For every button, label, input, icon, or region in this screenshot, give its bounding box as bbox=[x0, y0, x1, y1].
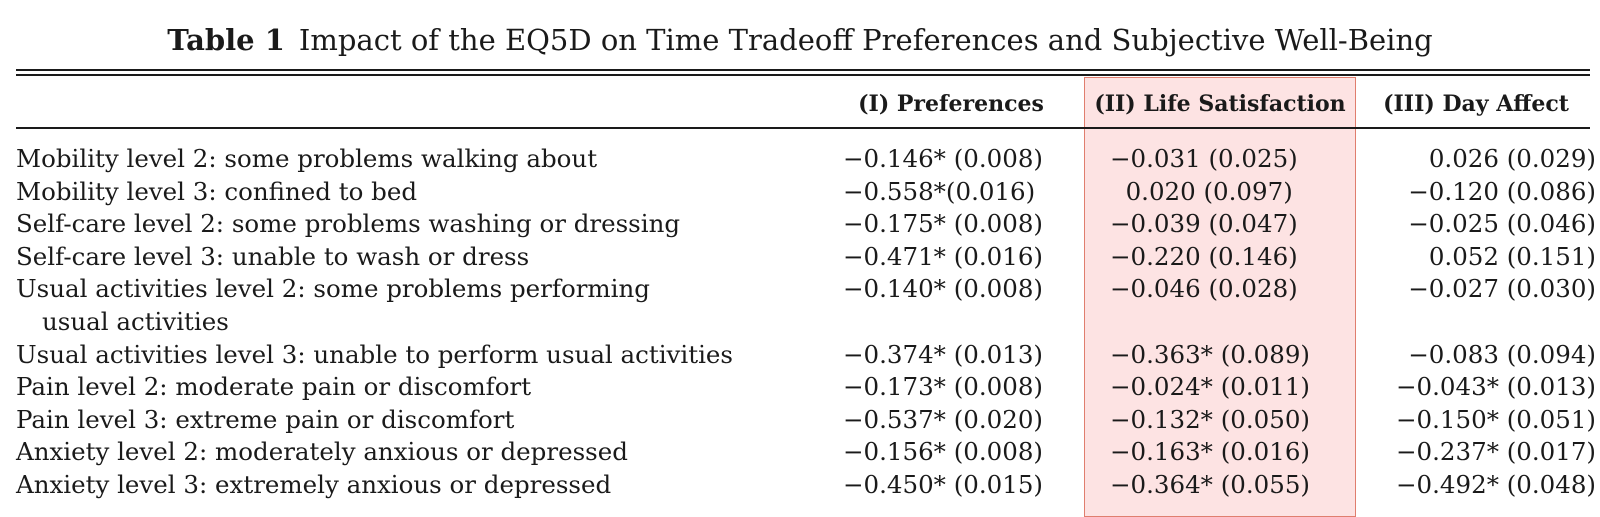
cell-preferences: −0.374* (0.013) bbox=[843, 339, 1043, 369]
table-caption: Impact of the EQ5D on Time Tradeoff Pref… bbox=[298, 23, 1433, 57]
row-label: Self-care level 2: some problems washing… bbox=[16, 209, 681, 239]
row-label: Self-care level 3: unable to wash or dre… bbox=[16, 241, 530, 271]
column-header-preferences: (I) Preferences bbox=[858, 91, 1044, 117]
table-row: Pain level 3: extreme pain or discomfort… bbox=[0, 403, 1600, 436]
row-label: Pain level 3: extreme pain or discomfort bbox=[16, 404, 515, 434]
row-label: Anxiety level 2: moderately anxious or d… bbox=[16, 437, 628, 467]
cell-life-satisfaction: −0.031 (0.025) bbox=[1110, 144, 1298, 173]
cell-life-satisfaction: −0.046 (0.028) bbox=[1110, 274, 1298, 304]
table-number: Table 1 bbox=[167, 23, 285, 57]
row-label: Mobility level 3: confined to bed bbox=[16, 176, 418, 206]
cell-day-affect: −0.025 (0.046) bbox=[1408, 209, 1596, 239]
table-row: Mobility level 2: some problems walking … bbox=[0, 142, 1600, 175]
cell-preferences: −0.146* (0.008) bbox=[843, 144, 1043, 173]
cell-life-satisfaction: 0.020 (0.097) bbox=[1110, 176, 1293, 206]
top-rule-inner bbox=[16, 74, 1590, 76]
cell-preferences: −0.537* (0.020) bbox=[843, 404, 1043, 434]
row-label: Usual activities level 3: unable to perf… bbox=[16, 339, 733, 369]
cell-life-satisfaction: −0.039 (0.047) bbox=[1110, 209, 1298, 239]
cell-preferences: −0.140* (0.008) bbox=[843, 274, 1043, 304]
cell-day-affect: −0.083 (0.094) bbox=[1408, 339, 1596, 369]
header-rule bbox=[16, 127, 1590, 129]
cell-day-affect: −0.237* (0.017) bbox=[1396, 437, 1596, 467]
cell-day-affect: −0.027 (0.030) bbox=[1408, 274, 1596, 304]
cell-life-satisfaction: −0.163* (0.016) bbox=[1110, 437, 1310, 467]
table-row: Self-care level 3: unable to wash or dre… bbox=[0, 240, 1600, 273]
cell-day-affect: 0.026 (0.029) bbox=[1428, 144, 1596, 173]
column-header-day-affect: (III) Day Affect bbox=[1383, 91, 1569, 117]
top-rule bbox=[16, 69, 1590, 71]
cell-day-affect: −0.120 (0.086) bbox=[1408, 176, 1596, 206]
row-label: Usual activities level 2: some problems … bbox=[16, 274, 650, 304]
cell-life-satisfaction: −0.364* (0.055) bbox=[1110, 470, 1310, 499]
row-label: Pain level 2: moderate pain or discomfor… bbox=[16, 372, 532, 402]
table-row: Anxiety level 3: extremely anxious or de… bbox=[0, 468, 1600, 501]
row-label: Mobility level 2: some problems walking … bbox=[16, 144, 598, 173]
life-satisfaction-highlight bbox=[1084, 77, 1356, 517]
cell-life-satisfaction: −0.363* (0.089) bbox=[1110, 339, 1310, 369]
cell-day-affect: −0.150* (0.051) bbox=[1396, 404, 1596, 434]
cell-day-affect: −0.043* (0.013) bbox=[1396, 372, 1596, 402]
cell-life-satisfaction: −0.220 (0.146) bbox=[1110, 241, 1298, 271]
cell-preferences: −0.471* (0.016) bbox=[843, 241, 1043, 271]
column-header-life-satisfaction: (II) Life Satisfaction bbox=[1094, 91, 1346, 117]
cell-preferences: −0.156* (0.008) bbox=[843, 437, 1043, 467]
table-row: Usual activities level 3: unable to perf… bbox=[0, 338, 1600, 371]
table-title: Table 1 Impact of the EQ5D on Time Tradeo… bbox=[0, 20, 1600, 60]
cell-life-satisfaction: −0.024* (0.011) bbox=[1110, 372, 1310, 402]
cell-preferences: −0.558*(0.016) bbox=[843, 176, 1036, 206]
cell-life-satisfaction: −0.132* (0.050) bbox=[1110, 404, 1310, 434]
table-row: Mobility level 3: confined to bed −0.558*… bbox=[0, 175, 1600, 208]
table-row: Usual activities level 2: some problems … bbox=[0, 272, 1600, 336]
table-row: Self-care level 2: some problems washing… bbox=[0, 207, 1600, 240]
table-row: Anxiety level 2: moderately anxious or d… bbox=[0, 435, 1600, 468]
cell-preferences: −0.173* (0.008) bbox=[843, 372, 1043, 402]
cell-preferences: −0.450* (0.015) bbox=[843, 470, 1043, 499]
row-label: Anxiety level 3: extremely anxious or de… bbox=[16, 470, 612, 499]
row-label-continuation: usual activities bbox=[42, 307, 229, 337]
cell-day-affect: 0.052 (0.151) bbox=[1428, 241, 1596, 271]
cell-preferences: −0.175* (0.008) bbox=[843, 209, 1043, 239]
cell-day-affect: −0.492* (0.048) bbox=[1396, 470, 1596, 499]
table-row: Pain level 2: moderate pain or discomfor… bbox=[0, 370, 1600, 403]
